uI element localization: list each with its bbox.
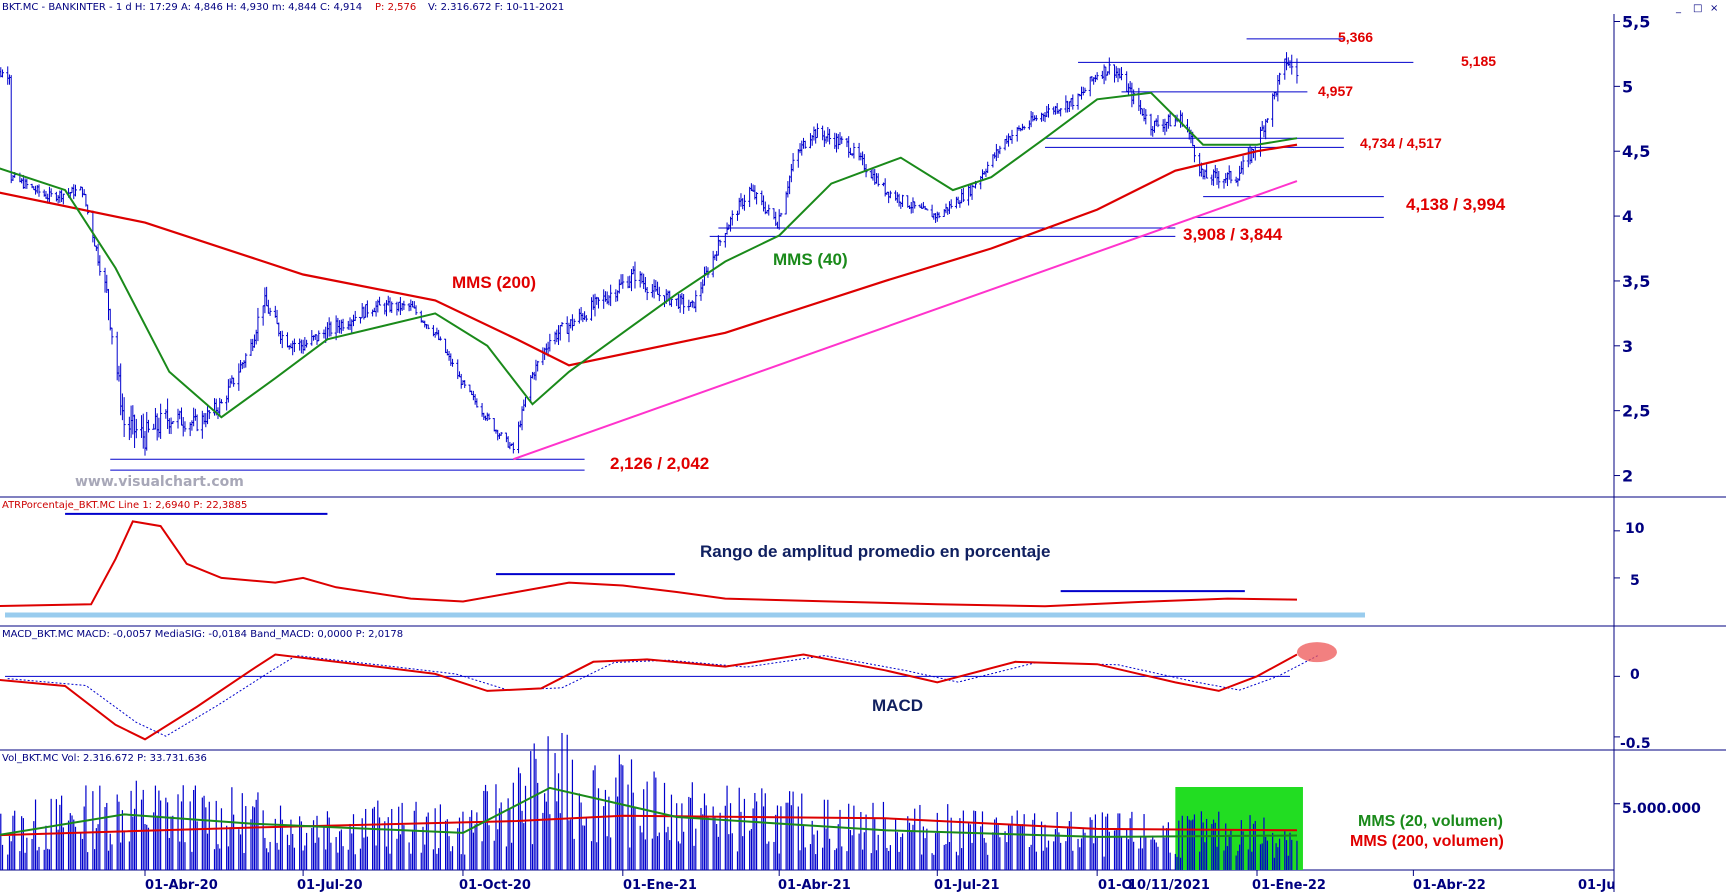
price-tick-label: 5 [1622,77,1633,96]
volume-legend-200: MMS (200, volumen) [1350,833,1504,850]
macd-annotation: MACD [872,696,923,715]
support-resistance-levels [110,38,1414,471]
level-label-3908: 3,908 / 3,844 [1183,225,1283,244]
x-label-ene22: 01-Ene-22 [1252,878,1326,892]
x-label-jul21: 01-Jul-21 [934,878,1000,892]
x-label-abr21: 01-Abr-21 [778,878,851,892]
chart-title: BKT.MC - BANKINTER - 1 d H: 17:29 A: 4,8… [2,2,362,13]
atr-header: ATRPorcentaje_BKT.MC Line 1: 2,6940 P: 2… [2,500,247,511]
price-tick-label: 5,5 [1622,12,1650,31]
volume-mms200-line [0,814,1298,837]
main-panel-buttons[interactable]: _ □ × [1675,3,1718,14]
level-label-4957: 4,957 [1318,83,1353,99]
chart-title-volume: V: 2.316.672 F: 10-11-2021 [428,2,564,13]
x-label-abr20: 01-Abr-20 [145,878,218,892]
x-label-oct20: 01-Oct-20 [459,878,531,892]
level-label-4138: 4,138 / 3,994 [1406,195,1506,214]
atr-annotation: Rango de amplitud promedio en porcentaje [700,542,1050,561]
atr-panel-plot [0,512,1620,618]
maximize-button[interactable]: □ [1693,3,1702,14]
x-label-cursor: 10/11/2021 [1128,878,1210,892]
x-label-jul20: 01-Jul-20 [297,878,363,892]
atr-tick-5: 5 [1630,573,1640,589]
atr-line [0,520,1298,608]
price-tick-label: 3,5 [1622,272,1650,291]
atr-tick-10: 10 [1625,521,1645,537]
macd-tick-neg: -0.5 [1620,736,1651,752]
macd-tick-0: 0 [1630,667,1640,683]
macd-highlight-marker [1296,642,1337,663]
price-tick-label: 2,5 [1622,402,1650,421]
level-label-5185: 5,185 [1461,53,1496,69]
macd-panel-plot [0,642,1620,741]
volume-legend-20: MMS (20, volumen) [1358,813,1503,830]
mms200-label: MMS (200) [452,273,536,292]
price-tick-label: 3 [1622,337,1633,356]
level-label-5366: 5,366 [1338,29,1373,45]
mms40-label: MMS (40) [773,250,848,269]
volume-header: Vol_BKT.MC Vol: 2.316.672 P: 33.731.636 [2,753,207,764]
close-button[interactable]: × [1710,3,1718,14]
x-label-oct21: 01-O [1098,878,1133,892]
volume-panel-plot [0,732,1620,870]
level-label-2126: 2,126 / 2,042 [610,454,709,473]
minimize-button[interactable]: _ [1675,3,1682,14]
x-label-ene21: 01-Ene-21 [623,878,697,892]
watermark: www.visualchart.com [75,474,244,490]
volume-tick: 5.000.000 [1622,801,1701,817]
price-tick-label: 4 [1622,207,1633,226]
moving-averages [0,91,1298,419]
volume-mms20-line [0,786,1298,838]
support-trendline [513,180,1298,461]
x-label-jul22: 01-Ju [1578,878,1616,892]
macd-line [0,653,1298,741]
axis-ticks: 5,5 5 4,5 4 3,5 3 2,5 2 [144,12,1650,876]
mms40-line [0,91,1298,419]
mms200-line [0,143,1298,367]
x-axis-labels: 01-Abr-20 01-Jul-20 01-Oct-20 01-Ene-21 … [145,878,1616,892]
chart-title-change: P: 2,576 [375,2,416,13]
price-tick-label: 4,5 [1622,142,1650,161]
x-label-abr22: 01-Abr-22 [1413,878,1486,892]
price-tick-label: 2 [1622,467,1633,486]
level-label-4734: 4,734 / 4,517 [1360,135,1442,151]
macd-signal-line [7,655,1319,737]
macd-header: MACD_BKT.MC MACD: -0,0057 MediaSIG: -0,0… [2,629,403,640]
price-bars [0,52,1299,456]
panel-frames [0,14,1726,892]
